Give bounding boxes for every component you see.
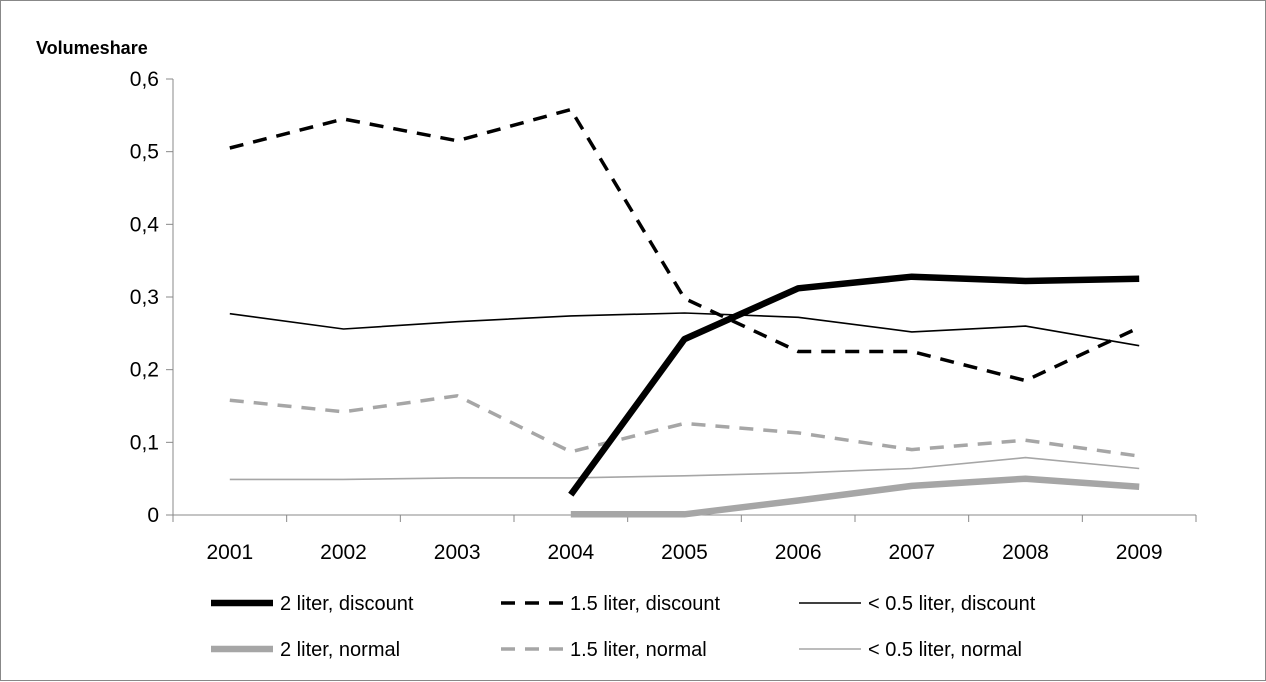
y-tick-label: 0 xyxy=(147,504,159,527)
y-axis-label: Volumeshare xyxy=(36,38,148,58)
x-tick-label: 2008 xyxy=(1002,541,1049,564)
legend-label: < 0.5 liter, discount xyxy=(868,593,1036,615)
y-tick-label: 0,1 xyxy=(130,431,159,454)
x-tick-label: 2009 xyxy=(1116,541,1163,564)
legend-label: 1.5 liter, normal xyxy=(570,639,707,661)
x-tick-label: 2004 xyxy=(547,541,594,564)
legend-label: 1.5 liter, discount xyxy=(570,593,721,615)
x-tick-label: 2007 xyxy=(888,541,935,564)
y-tick-label: 0,2 xyxy=(130,359,159,382)
legend-label: 2 liter, normal xyxy=(280,639,400,661)
y-tick-label: 0,3 xyxy=(130,286,159,309)
x-tick-label: 2003 xyxy=(434,541,481,564)
series-line xyxy=(570,475,1140,518)
y-tick-label: 0,5 xyxy=(130,141,159,164)
series-line xyxy=(229,456,1140,481)
x-tick-label: 2006 xyxy=(775,541,822,564)
legend-label: < 0.5 liter, normal xyxy=(868,639,1022,661)
x-tick-label: 2005 xyxy=(661,541,708,564)
series-line xyxy=(229,107,1140,383)
y-tick-label: 0,6 xyxy=(130,68,159,91)
series-line xyxy=(568,273,1140,497)
x-tick-label: 2001 xyxy=(206,541,253,564)
legend: 2 liter, discount 1.5 liter, discount < 0.… xyxy=(211,593,1036,661)
legend-label: 2 liter, discount xyxy=(280,593,414,615)
series-lines xyxy=(229,107,1140,518)
y-tick-label: 0,4 xyxy=(130,213,160,236)
series-line xyxy=(229,312,1140,347)
x-tick-label: 2002 xyxy=(320,541,367,564)
axes: 0 0,1 0,2 0,3 0,4 0,5 0,6 2001 2002 2003 2004 2005 2… xyxy=(130,68,1197,564)
series-line xyxy=(229,394,1140,458)
